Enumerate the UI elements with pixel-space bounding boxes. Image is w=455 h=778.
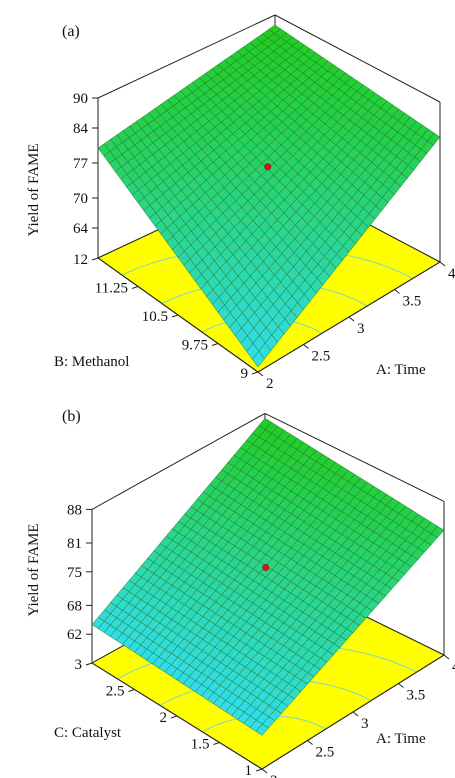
y-tick-mark xyxy=(170,715,178,719)
x-tick-mark xyxy=(398,683,404,688)
design-center-point xyxy=(264,163,272,171)
x-tick-label: 2.5 xyxy=(316,745,335,761)
x-tick-label: 3 xyxy=(357,321,365,337)
y-tick-mark xyxy=(91,257,99,261)
y-tick-mark xyxy=(213,742,220,745)
surface-plot-b: (b) Yield of FAME C: Catalyst A: Time 62… xyxy=(0,395,455,778)
x-tick-label: 3.5 xyxy=(407,688,426,704)
x-tick-mark xyxy=(348,316,355,322)
x-tick-label: 3 xyxy=(361,716,369,732)
y-tick-label: 9.75 xyxy=(182,338,208,354)
y-tick-mark xyxy=(85,662,93,666)
z-axis-label-b: Yield of FAME xyxy=(26,523,42,616)
x-tick-label: 2.5 xyxy=(312,349,331,365)
x-tick-mark xyxy=(443,654,450,660)
y-tick-mark xyxy=(255,768,263,772)
z-axis-label-a: Yield of FAME xyxy=(26,143,42,236)
y-tick-label: 9 xyxy=(241,366,249,382)
y-tick-mark xyxy=(171,314,179,318)
x-axis-label-a: A: Time xyxy=(376,362,426,378)
x-tick-mark xyxy=(352,711,359,717)
y-tick-label: 2 xyxy=(160,710,168,726)
z-tick-label: 88 xyxy=(67,502,82,518)
z-tick-label: 75 xyxy=(67,565,82,581)
surface-plot-b-svg: (b) Yield of FAME C: Catalyst A: Time 62… xyxy=(26,408,455,778)
surface-cell xyxy=(430,525,445,538)
box-edge-top-left xyxy=(97,14,276,99)
y-tick-label: 2.5 xyxy=(106,684,125,700)
surface-plot-a: (a) Yield of FAME B: Methanol A: Time 64… xyxy=(26,14,455,392)
y-tick-mark xyxy=(131,286,139,289)
y-tick-label: 1 xyxy=(245,763,253,778)
surface-cell xyxy=(427,132,441,146)
panel-label-b: (b) xyxy=(62,408,81,425)
x-tick-mark xyxy=(307,740,313,745)
y-axis-label-b: C: Catalyst xyxy=(54,725,122,741)
x-tick-label: 2 xyxy=(266,376,274,392)
z-tick-label: 68 xyxy=(67,598,82,614)
y-tick-label: 12 xyxy=(73,252,88,268)
y-tick-label: 1.5 xyxy=(191,737,210,753)
x-tick-mark xyxy=(394,289,400,294)
y-tick-label: 3 xyxy=(75,657,83,673)
y-tick-mark xyxy=(128,689,135,692)
x-tick-mark xyxy=(439,261,446,267)
y-tick-mark xyxy=(211,343,219,346)
x-tick-mark xyxy=(261,768,268,774)
x-tick-mark xyxy=(303,344,309,349)
z-tick-label: 81 xyxy=(67,536,82,552)
x-tick-label: 2 xyxy=(270,773,278,778)
box-edge-top-right xyxy=(264,412,445,502)
x-tick-label: 4 xyxy=(452,659,455,675)
y-tick-label: 10.5 xyxy=(142,309,168,325)
y-tick-mark xyxy=(251,371,259,375)
box-edge-top-right xyxy=(274,14,441,103)
y-axis-label-a: B: Methanol xyxy=(54,354,129,370)
z-tick-label: 84 xyxy=(73,121,89,137)
z-tick-label: 64 xyxy=(73,221,89,237)
z-tick-label: 62 xyxy=(67,627,82,643)
y-tick-label: 11.25 xyxy=(95,281,128,297)
x-tick-mark xyxy=(257,371,264,377)
panel-label-a: (a) xyxy=(62,23,80,40)
box-edge-top-left xyxy=(91,412,266,510)
x-axis-label-b: A: Time xyxy=(376,731,426,747)
x-tick-label: 4 xyxy=(448,266,455,282)
design-center-point xyxy=(262,564,270,571)
z-tick-label: 77 xyxy=(73,156,89,172)
z-tick-label: 70 xyxy=(73,191,88,207)
surface-plot-a-svg: (a) Yield of FAME B: Methanol A: Time 64… xyxy=(26,14,455,392)
x-tick-label: 3.5 xyxy=(403,294,422,310)
z-tick-label: 90 xyxy=(73,91,88,107)
